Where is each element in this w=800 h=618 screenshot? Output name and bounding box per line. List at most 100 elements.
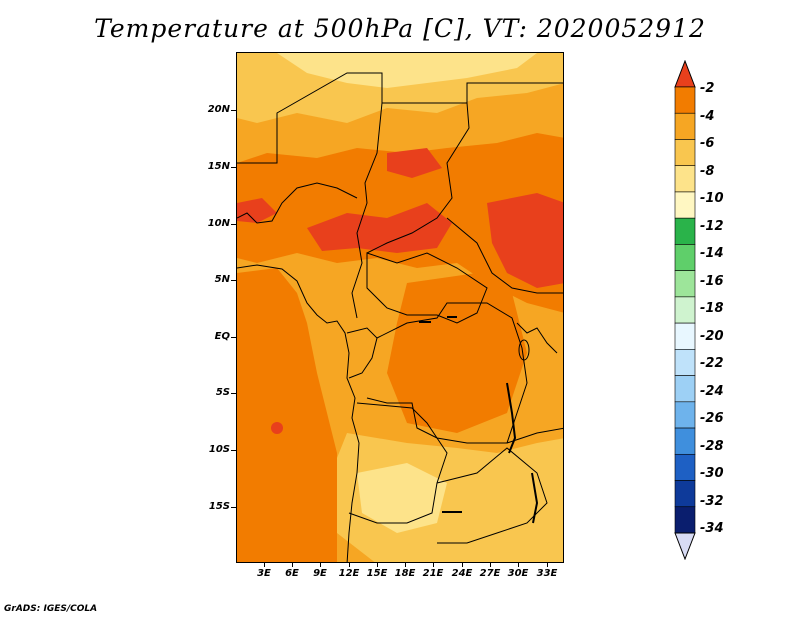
lon-label-30e: 30E <box>507 568 529 579</box>
colorbar-label: -22 <box>700 356 724 371</box>
colorbar-swatch <box>674 427 696 455</box>
lake-victoria <box>518 339 530 361</box>
colorbar-label: -18 <box>700 301 724 316</box>
lake-kariba <box>442 511 462 513</box>
lat-label-eq: EQ <box>214 331 230 342</box>
lon-label-21e: 21E <box>422 568 444 579</box>
coastline-west <box>237 264 360 562</box>
lon-label-18e: 18E <box>394 568 416 579</box>
border-east-lakes <box>516 322 558 354</box>
lon-label-33e: 33E <box>536 568 558 579</box>
borders <box>237 72 563 562</box>
lat-tick <box>231 224 236 225</box>
lat-label-5n: 5N <box>214 274 230 285</box>
colorbar-label: -2 <box>700 81 715 96</box>
colorbar-label: -30 <box>700 466 724 481</box>
warmest-patch-central <box>307 203 452 253</box>
colorbar-swatch <box>674 296 696 324</box>
small-lake-2 <box>447 316 457 318</box>
lat-tick <box>231 507 236 508</box>
map-canvas <box>237 53 563 562</box>
lat-tick <box>231 450 236 451</box>
lon-tick <box>320 562 321 567</box>
lon-tick <box>264 562 265 567</box>
lon-tick <box>490 562 491 567</box>
lon-label-15e: 15E <box>366 568 388 579</box>
warm-ocean-west <box>237 268 337 562</box>
border-tanzania <box>506 427 563 444</box>
lat-label-5s: 5S <box>215 387 230 398</box>
colorbar-label: -34 <box>700 521 724 536</box>
colorbar-swatch <box>674 139 696 167</box>
colorbar-swatch <box>674 244 696 271</box>
coolest-region-north <box>277 53 537 88</box>
border-sudan-south <box>446 217 563 294</box>
colorbar-label: -14 <box>700 246 724 261</box>
lon-tick <box>462 562 463 567</box>
colorbar-swatch <box>674 112 696 140</box>
lat-label-15s: 15S <box>208 501 230 512</box>
warm-congo <box>387 273 527 433</box>
lon-tick <box>349 562 350 567</box>
colorbar-swatch <box>674 86 696 114</box>
lon-tick <box>405 562 406 567</box>
colorbar-swatch <box>674 165 696 193</box>
colorbar-label: -20 <box>700 329 724 344</box>
colorbar-label: -12 <box>700 219 724 234</box>
lat-label-10s: 10S <box>208 444 230 455</box>
warmest-patch-east <box>487 193 563 288</box>
colorbar-label: -4 <box>700 109 715 124</box>
warmest-patch-west <box>237 198 277 223</box>
lat-label-10n: 10N <box>207 218 230 229</box>
lat-tick <box>231 110 236 111</box>
lat-tick <box>231 337 236 338</box>
colorbar-swatch <box>674 401 696 429</box>
colorbar-label: -10 <box>700 191 724 206</box>
lat-label-20n: 20N <box>207 104 230 115</box>
lon-tick <box>433 562 434 567</box>
border-drc <box>366 302 528 444</box>
colorbar-label: -6 <box>700 136 715 151</box>
colorbar-label: -24 <box>700 384 724 399</box>
colorbar-label: -8 <box>700 164 715 179</box>
colorbar-swatches <box>674 60 696 560</box>
lat-tick <box>231 167 236 168</box>
footer-credit: GrADS: IGES/COLA <box>4 604 98 614</box>
lon-label-24e: 24E <box>451 568 473 579</box>
border-north <box>237 72 563 164</box>
colorbar-label: -26 <box>700 411 724 426</box>
lon-tick <box>377 562 378 567</box>
colorbar-swatch <box>674 480 696 508</box>
colorbar-graphic <box>674 60 696 560</box>
colorbar-swatch <box>674 506 696 534</box>
colorbar-label: -16 <box>700 274 724 289</box>
border-chad-east <box>366 102 470 254</box>
lon-tick <box>547 562 548 567</box>
temperature-map <box>236 52 564 563</box>
lat-tick <box>231 393 236 394</box>
lon-label-27e: 27E <box>479 568 501 579</box>
colorbar-swatch <box>674 453 696 481</box>
lake-tanganyika <box>506 382 517 454</box>
lon-tick <box>292 562 293 567</box>
map-title: Temperature at 500hPa [C], VT: 202005291… <box>94 14 706 43</box>
colorbar-label: -32 <box>700 494 724 509</box>
border-gabon <box>346 327 378 379</box>
lat-tick <box>231 280 236 281</box>
cool-region-south <box>327 433 563 562</box>
lake-malawi <box>531 472 539 524</box>
lakes <box>419 316 539 524</box>
warmest-patch-north <box>387 148 442 178</box>
small-lake-1 <box>419 321 431 323</box>
colorbar-swatch <box>674 270 696 298</box>
lon-tick <box>518 562 519 567</box>
border-angola <box>348 402 448 524</box>
lon-label-6e: 6E <box>285 568 299 579</box>
border-chad-west <box>351 102 383 319</box>
lon-label-12e: 12E <box>338 568 360 579</box>
colorbar-swatch <box>674 191 696 219</box>
border-zambia <box>436 447 548 544</box>
colorbar-label: -28 <box>700 439 724 454</box>
warmest-spot-ocean <box>271 422 283 434</box>
colorbar-bottom-triangle <box>674 532 696 560</box>
